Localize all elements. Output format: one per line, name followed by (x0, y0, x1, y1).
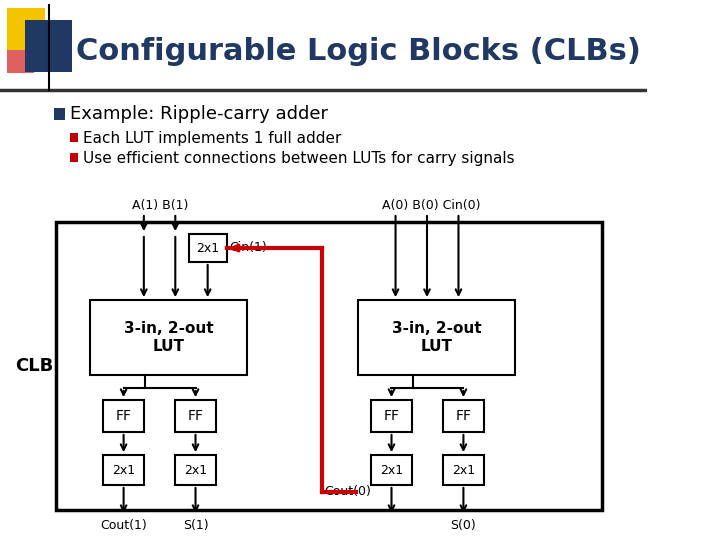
Bar (358, 300, 515, 375)
Bar (175, 455, 216, 485)
Text: 3-in, 2-out
LUT: 3-in, 2-out LUT (392, 321, 481, 354)
Text: 2x1: 2x1 (184, 463, 207, 476)
Text: CLB: CLB (15, 357, 53, 375)
Text: FF: FF (456, 409, 472, 423)
Text: 2x1: 2x1 (112, 463, 135, 476)
Bar (55, 222, 603, 510)
Bar (444, 455, 484, 485)
Text: 3-in, 2-out
LUT: 3-in, 2-out LUT (124, 321, 213, 354)
Text: 2x1: 2x1 (380, 463, 403, 476)
Text: S(0): S(0) (451, 519, 477, 532)
Text: 2x1: 2x1 (452, 463, 475, 476)
Bar (104, 400, 144, 432)
Text: Configurable Logic Blocks (CLBs): Configurable Logic Blocks (CLBs) (76, 37, 642, 66)
Text: FF: FF (116, 409, 132, 423)
Text: Example: Ripple-carry adder: Example: Ripple-carry adder (70, 105, 328, 123)
Text: 2x1: 2x1 (196, 241, 219, 254)
Bar (7, 8, 45, 50)
Text: S(1): S(1) (183, 519, 208, 532)
Text: A(0) B(0) Cin(0): A(0) B(0) Cin(0) (382, 199, 481, 212)
Text: FF: FF (384, 409, 400, 423)
Bar (175, 400, 216, 432)
Bar (70, 133, 78, 142)
Bar (90, 300, 247, 375)
Bar (25, 20, 72, 72)
Bar (372, 455, 412, 485)
Bar (444, 400, 484, 432)
Bar (70, 153, 78, 162)
Bar (54, 108, 65, 120)
Text: A(1) B(1): A(1) B(1) (132, 199, 188, 212)
Text: FF: FF (187, 409, 204, 423)
Bar (104, 455, 144, 485)
Text: Cin(1): Cin(1) (229, 241, 267, 254)
Text: Use efficient connections between LUTs for carry signals: Use efficient connections between LUTs f… (83, 151, 514, 165)
Text: Cout(0): Cout(0) (325, 485, 372, 498)
Text: Each LUT implements 1 full adder: Each LUT implements 1 full adder (83, 131, 341, 145)
Bar (7, 38, 34, 73)
Text: Cout(1): Cout(1) (100, 519, 147, 532)
Bar (189, 234, 227, 262)
Bar (372, 400, 412, 432)
